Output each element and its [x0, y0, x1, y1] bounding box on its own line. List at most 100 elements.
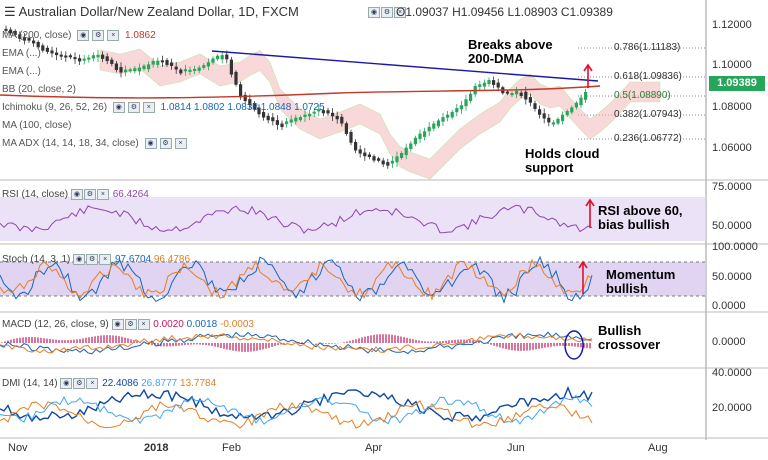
x-axis-label: 2018 [144, 442, 169, 454]
candle-body [156, 60, 160, 65]
settings-icon[interactable]: ⚙ [73, 378, 86, 389]
candles [4, 25, 588, 169]
settings-icon[interactable]: ⚙ [124, 319, 137, 330]
close-icon[interactable]: × [394, 7, 406, 18]
close-icon[interactable]: × [142, 102, 155, 113]
menu-icon[interactable]: ☰ [4, 4, 16, 19]
candle-body [142, 65, 146, 70]
ma200-line [0, 85, 601, 99]
legend-ema2[interactable]: EMA (...) [2, 66, 44, 78]
candle-body [386, 162, 390, 166]
legend-ma100[interactable]: MA (100, close) [2, 120, 74, 132]
legend-ma200[interactable]: MA (200, close) ◉ ⚙ × 1.0862 [2, 30, 159, 42]
candle-body [436, 120, 440, 127]
legend-ichimoku[interactable]: Ichimoku (9, 26, 52, 26) ◉ ⚙ × 1.0814 1.08… [2, 102, 328, 114]
fib-level: 0.786(1.11183) [614, 42, 681, 53]
di-minus-line [0, 399, 593, 429]
legend-maadx[interactable]: MA ADX (14, 14, 18, 34, close) ◉ ⚙ × [2, 138, 190, 150]
settings-icon[interactable]: ⚙ [381, 7, 393, 18]
ohlc-readout: O1.09037 H1.09456 L1.08903 C1.09389 [396, 6, 613, 18]
annotation-momentum: Momentum bullish [606, 268, 675, 296]
candle-body [298, 117, 302, 121]
candle-body [275, 120, 279, 125]
price-tick: 1.08000 [712, 101, 752, 113]
candle-body [381, 160, 385, 165]
candle-body [524, 91, 528, 100]
candle-body [206, 62, 210, 67]
candle-body [294, 117, 298, 122]
eye-icon[interactable]: ◉ [368, 7, 380, 18]
close-icon[interactable]: × [96, 189, 109, 200]
candle-body [482, 82, 486, 87]
candle-body [450, 111, 454, 118]
annotation-line: Breaks above [468, 37, 553, 52]
candle-body [533, 103, 537, 109]
eye-icon[interactable]: ◉ [111, 319, 124, 330]
rsi-legend[interactable]: RSI (14, close) ◉ ⚙ × 66.4264 [2, 189, 149, 200]
eye-icon[interactable]: ◉ [112, 102, 125, 113]
candle-body [257, 107, 261, 115]
close-icon[interactable]: × [174, 138, 187, 149]
fib-level: 0.236(1.06772) [614, 133, 682, 144]
legend-label: EMA (...) [2, 66, 41, 77]
stoch-k-line [0, 255, 593, 304]
settings-icon[interactable]: ⚙ [83, 189, 96, 200]
legend-bb[interactable]: BB (20, close, 2) [2, 84, 79, 96]
close-icon[interactable]: × [137, 319, 150, 330]
candle-body [179, 69, 183, 74]
crossover-circle [564, 330, 584, 360]
candle-body [469, 93, 473, 101]
candle-body [64, 55, 68, 58]
close-icon[interactable]: × [99, 254, 112, 265]
candle-body [538, 109, 542, 115]
price-tick: 1.06000 [712, 142, 752, 154]
close-icon[interactable]: × [86, 378, 99, 389]
candle-body [574, 102, 578, 108]
candle-body [183, 69, 187, 72]
current-price-badge: 1.09389 [709, 76, 765, 91]
candle-body [427, 126, 431, 132]
x-axis-label: Jun [507, 442, 525, 454]
candle-body [344, 123, 348, 134]
candle-body [570, 107, 574, 113]
dmi-axis-tick: 20.0000 [712, 402, 752, 414]
candle-body [266, 115, 270, 121]
macd-legend[interactable]: MACD (12, 26, close, 9) ◉ ⚙ × 0.0020 0.001… [2, 319, 254, 330]
annotation-line: RSI above 60, [598, 203, 683, 218]
candle-body [285, 121, 289, 125]
candle-body [41, 45, 45, 51]
settings-icon[interactable]: ⚙ [86, 254, 99, 265]
candle-body [441, 117, 445, 122]
candle-body [225, 54, 229, 60]
eye-icon[interactable]: ◉ [77, 30, 90, 41]
legend-label: BB (20, close, 2) [2, 84, 76, 95]
settings-icon[interactable]: ⚙ [92, 30, 105, 41]
dmi-legend[interactable]: DMI (14, 14) ◉ ⚙ × 22.4086 26.8777 13.7784 [2, 378, 216, 389]
candle-body [551, 122, 555, 125]
legend-label: MA ADX (14, 14, 18, 34, close) [2, 138, 139, 150]
candle-body [331, 112, 335, 117]
candle-body [262, 112, 266, 118]
price-tick: 1.10000 [712, 59, 752, 71]
eye-icon[interactable]: ◉ [73, 254, 86, 265]
x-axis-label: Aug [648, 442, 668, 454]
settings-icon[interactable]: ⚙ [127, 102, 140, 113]
legend-ema1[interactable]: EMA (...) [2, 48, 44, 60]
candle-body [9, 29, 13, 34]
stoch-label: Stoch (14, 3, 1) [2, 254, 71, 266]
candle-body [202, 65, 206, 68]
eye-icon[interactable]: ◉ [144, 138, 157, 149]
candle-body [36, 41, 40, 48]
annotation-rsi: RSI above 60, bias bullish [598, 204, 683, 232]
candle-body [87, 57, 91, 60]
close-icon[interactable]: × [107, 30, 120, 41]
candle-body [349, 131, 353, 143]
candle-body [68, 55, 72, 58]
candle-body [354, 141, 358, 151]
stoch-legend[interactable]: Stoch (14, 3, 1) ◉ ⚙ × 97.6704 96.4786 [2, 254, 190, 265]
candle-body [73, 57, 77, 60]
settings-icon[interactable]: ⚙ [159, 138, 172, 149]
eye-icon[interactable]: ◉ [70, 189, 83, 200]
eye-icon[interactable]: ◉ [60, 378, 73, 389]
